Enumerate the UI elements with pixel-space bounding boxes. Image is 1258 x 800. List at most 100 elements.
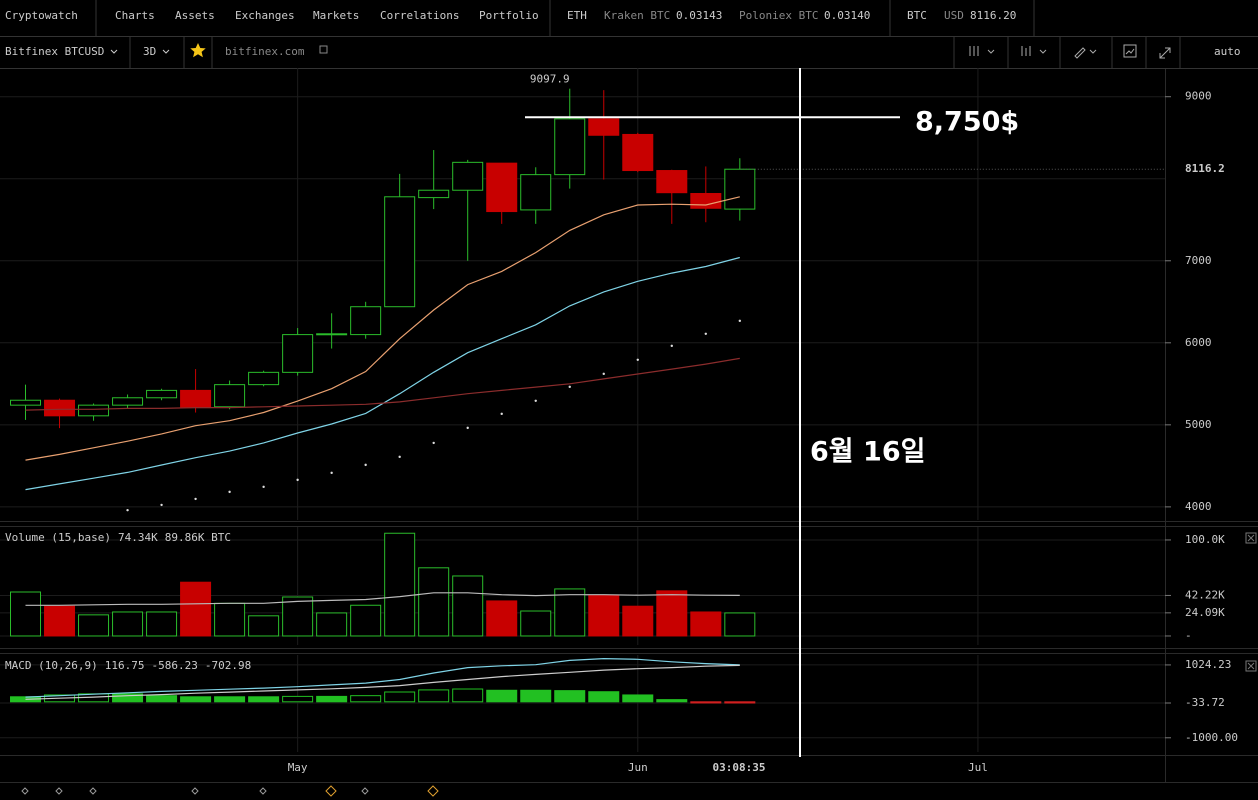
panel-frames xyxy=(0,69,1258,783)
y-tick-label: - xyxy=(1185,629,1192,642)
event-markers[interactable] xyxy=(21,785,439,797)
volume-bar xyxy=(486,600,518,637)
nav-link[interactable]: Assets xyxy=(175,9,215,22)
date-marker-label: 6월 16일 xyxy=(810,437,925,468)
volume-bar xyxy=(180,581,212,637)
candle-body xyxy=(44,399,76,417)
volume-bar xyxy=(690,611,722,637)
indicator-name: MACD (10,26,9) xyxy=(5,659,98,672)
indicator-readout: -586.23 xyxy=(151,659,197,672)
high-label: 9097.9 xyxy=(530,73,570,86)
indicator-dot xyxy=(466,426,469,430)
moving-average xyxy=(25,196,740,461)
indicator-dot xyxy=(194,497,197,501)
macd-bar xyxy=(214,696,246,703)
indicator-dot xyxy=(500,412,503,416)
candle-body xyxy=(78,404,110,417)
candle-body xyxy=(248,371,280,386)
x-tick-label: May xyxy=(288,761,308,774)
nav-link[interactable]: Exchanges xyxy=(235,9,295,22)
indicator-name: Volume (15,base) xyxy=(5,531,111,544)
ticker-label: USD xyxy=(944,9,964,22)
nav-link[interactable]: Markets xyxy=(313,9,359,22)
ticker-label: Kraken BTC xyxy=(604,9,670,22)
candle-body xyxy=(10,399,42,406)
brand[interactable]: Cryptowatch xyxy=(5,9,78,22)
y-tick-label: 6000 xyxy=(1185,336,1212,349)
volume-average xyxy=(25,592,740,606)
indicator-readout: 116.75 xyxy=(105,659,145,672)
indicator-dot xyxy=(126,508,129,512)
exchange-link[interactable]: bitfinex.com xyxy=(225,45,305,58)
macd-bar xyxy=(146,695,178,703)
y-tick-label: 5000 xyxy=(1185,418,1212,431)
indicator-dot xyxy=(330,471,333,475)
indicator-readout: -702.98 xyxy=(205,659,251,672)
chevron xyxy=(110,49,118,54)
volume-bar xyxy=(316,612,348,637)
chevron xyxy=(162,49,170,54)
volume-bar xyxy=(350,604,382,637)
candle-body xyxy=(622,133,654,172)
ticker-value: 8116.20 xyxy=(970,9,1016,22)
y-tick-label: -33.72 xyxy=(1185,696,1225,709)
y-tick-label: 7000 xyxy=(1185,254,1212,267)
ticker-symbol[interactable]: BTC xyxy=(907,9,927,22)
macd-bar xyxy=(588,691,620,703)
volume-bar xyxy=(248,615,280,637)
volume-bar xyxy=(10,591,42,637)
indicator-dot xyxy=(534,399,537,403)
candle-body xyxy=(316,333,348,336)
candle-body xyxy=(180,389,212,409)
favorite-star[interactable] xyxy=(190,43,206,58)
candle-body xyxy=(146,389,178,399)
macd-bar xyxy=(180,696,212,703)
annotation-label: 8,750$ xyxy=(915,107,1019,138)
volume-bar xyxy=(282,596,314,637)
external-icon xyxy=(319,45,328,54)
countdown: 03:08:35 xyxy=(713,761,766,774)
market-select[interactable]: Bitfinex BTCUSD xyxy=(5,45,104,58)
toolbar-icons xyxy=(953,37,1181,68)
candle-body xyxy=(554,118,586,176)
y-tick-label: 24.09K xyxy=(1185,606,1225,619)
indicator-dot xyxy=(364,463,367,467)
indicator-dot xyxy=(568,385,571,389)
macd-bar xyxy=(248,696,280,703)
volume-bar xyxy=(44,605,76,637)
candle-body xyxy=(486,162,518,213)
y-tick-label: -1000.00 xyxy=(1185,731,1238,744)
ticker-symbol[interactable]: ETH xyxy=(567,9,587,22)
panel-close-buttons[interactable] xyxy=(1245,532,1257,672)
y-tick-label: 4000 xyxy=(1185,500,1212,513)
x-tick-label: Jun xyxy=(628,761,648,774)
indicator-dot xyxy=(432,441,435,445)
x-tick-label: Jul xyxy=(968,761,988,774)
ticker-value: 0.03140 xyxy=(824,9,870,22)
macd-bar xyxy=(690,701,722,704)
candle-body xyxy=(350,306,382,336)
candle-body xyxy=(724,168,756,210)
candle-body xyxy=(384,196,416,308)
countdown-box xyxy=(708,760,770,776)
indicator-dot xyxy=(228,490,231,494)
macd-bar xyxy=(622,694,654,703)
y-tick-label: 42.22K xyxy=(1185,588,1225,601)
nav-link[interactable]: Portfolio xyxy=(479,9,539,22)
last-price-label: 8116.2 xyxy=(1185,162,1225,175)
plot: May Jun Jul 4000 5000 6000 7000 9000 100.0K 42.22… xyxy=(0,68,1238,774)
candle-body xyxy=(282,334,314,373)
nav-link[interactable]: Charts xyxy=(115,9,155,22)
nav-link[interactable]: Correlations xyxy=(380,9,459,22)
macd-bar xyxy=(554,690,586,703)
period-select[interactable]: 3D xyxy=(143,45,156,58)
indicator-dot xyxy=(670,344,673,348)
volume-bar xyxy=(146,611,178,637)
volume-bar xyxy=(724,612,756,637)
macd-bar xyxy=(282,695,314,703)
scale-mode[interactable]: auto xyxy=(1214,45,1241,58)
indicator-dot xyxy=(262,485,265,489)
macd-bar xyxy=(112,693,144,703)
volume-bar xyxy=(554,588,586,637)
